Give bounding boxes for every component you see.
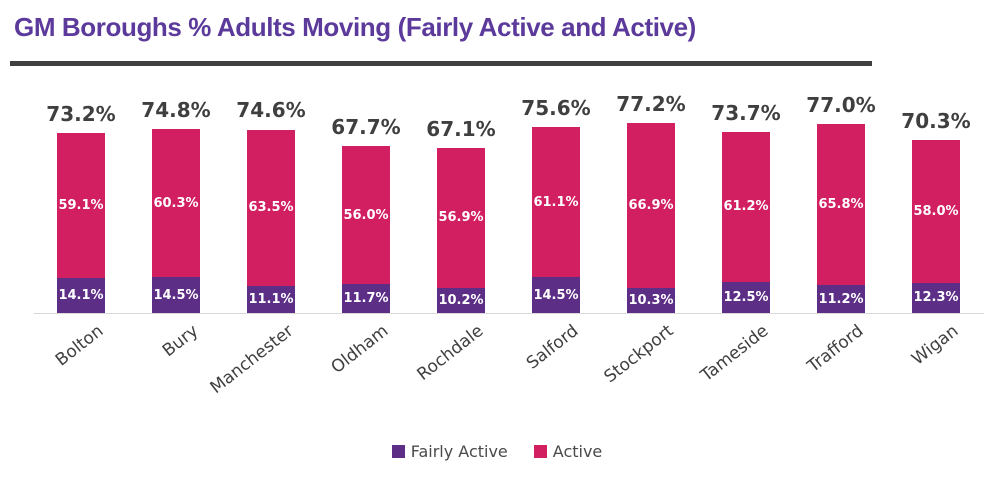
x-axis-label: Stockport bbox=[600, 321, 678, 388]
total-label: 74.8% bbox=[141, 98, 211, 122]
bar-segment-fairly-active: 11.7% bbox=[342, 284, 390, 313]
x-axis-label: Trafford bbox=[803, 321, 868, 377]
x-axis-label: Rochdale bbox=[413, 321, 488, 385]
segment-value-label: 56.9% bbox=[438, 210, 484, 226]
bar-segment-fairly-active: 10.2% bbox=[437, 287, 485, 313]
bar-segment-active: 56.9% bbox=[437, 147, 485, 288]
total-label: 73.7% bbox=[711, 100, 781, 125]
x-axis-label: Salford bbox=[522, 321, 583, 374]
x-axis-label: Oldham bbox=[327, 321, 393, 378]
segment-value-label: 10.3% bbox=[628, 292, 674, 308]
bar-segment-active: 58.0% bbox=[912, 140, 960, 283]
segment-value-label: 56.0% bbox=[343, 207, 389, 223]
total-label: 70.3% bbox=[901, 109, 971, 134]
legend-label-fairly-active: Fairly Active bbox=[410, 442, 508, 461]
segment-value-label: 61.2% bbox=[723, 199, 769, 215]
chart-title: GM Boroughs % Adults Moving (Fairly Acti… bbox=[14, 12, 696, 42]
chart-legend: Fairly Active Active bbox=[0, 442, 994, 461]
segment-value-label: 14.5% bbox=[153, 287, 199, 303]
total-label: 77.0% bbox=[806, 92, 876, 117]
segment-value-label: 59.1% bbox=[58, 198, 104, 214]
total-label: 75.6% bbox=[521, 96, 591, 121]
bar-segment-fairly-active: 12.5% bbox=[722, 282, 770, 313]
segment-value-label: 12.5% bbox=[723, 290, 769, 306]
total-label: 67.7% bbox=[331, 115, 401, 140]
fairly-active-swatch-icon bbox=[391, 445, 405, 458]
bar-segment-active: 56.0% bbox=[342, 146, 390, 285]
bar-segment-fairly-active: 11.1% bbox=[247, 285, 295, 313]
legend-label-active: Active bbox=[552, 442, 603, 461]
segment-value-label: 11.7% bbox=[343, 291, 389, 307]
bar-segment-fairly-active: 14.1% bbox=[57, 278, 105, 313]
x-axis-label: Tameside bbox=[697, 321, 773, 386]
total-label: 77.2% bbox=[616, 92, 686, 117]
total-label: 73.2% bbox=[46, 101, 116, 126]
segment-value-label: 61.1% bbox=[533, 194, 579, 210]
x-axis-label: Manchester bbox=[206, 321, 298, 398]
segment-value-label: 60.3% bbox=[153, 195, 199, 211]
bar-segment-active: 61.2% bbox=[722, 131, 770, 283]
segment-value-label: 58.0% bbox=[913, 203, 959, 219]
x-axis-label: Bury bbox=[158, 321, 203, 362]
x-axis-label: Wigan bbox=[908, 321, 963, 370]
legend-item-active: Active bbox=[533, 442, 603, 461]
total-label: 67.1% bbox=[426, 116, 496, 141]
segment-value-label: 11.2% bbox=[818, 291, 864, 307]
segment-value-label: 14.1% bbox=[58, 288, 104, 304]
segment-value-label: 14.5% bbox=[533, 287, 579, 303]
bar-segment-active: 59.1% bbox=[57, 132, 105, 279]
x-axis-baseline bbox=[34, 313, 984, 314]
bar-segment-fairly-active: 14.5% bbox=[152, 277, 200, 313]
bar-segment-fairly-active: 12.3% bbox=[912, 282, 960, 313]
x-axis-label: Bolton bbox=[51, 321, 108, 371]
segment-value-label: 63.5% bbox=[248, 200, 294, 216]
bar-segment-fairly-active: 11.2% bbox=[817, 285, 865, 313]
active-swatch-icon bbox=[533, 445, 547, 458]
bar-segment-active: 66.9% bbox=[627, 123, 675, 288]
total-label: 74.6% bbox=[236, 98, 306, 123]
segment-value-label: 65.8% bbox=[818, 197, 864, 213]
bar-segment-fairly-active: 14.5% bbox=[532, 277, 580, 313]
bar-segment-fairly-active: 10.3% bbox=[627, 287, 675, 313]
title-underline bbox=[10, 61, 872, 66]
segment-value-label: 12.3% bbox=[913, 290, 959, 306]
legend-item-fairly-active: Fairly Active bbox=[391, 442, 508, 461]
bar-segment-active: 61.1% bbox=[532, 127, 580, 278]
segment-value-label: 10.2% bbox=[438, 292, 484, 308]
bar-segment-active: 63.5% bbox=[247, 129, 295, 286]
segment-value-label: 11.1% bbox=[248, 291, 294, 307]
bar-segment-active: 60.3% bbox=[152, 129, 200, 278]
bar-segment-active: 65.8% bbox=[817, 123, 865, 286]
segment-value-label: 66.9% bbox=[628, 197, 674, 213]
